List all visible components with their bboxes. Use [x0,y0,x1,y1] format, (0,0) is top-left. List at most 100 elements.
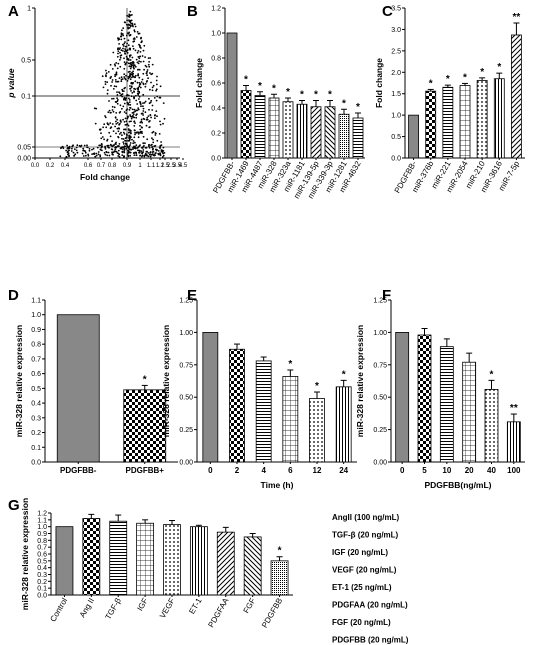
scatter-point [152,130,155,133]
scatter-point [103,123,106,126]
y-tick-label: 1.5 [391,91,401,98]
scatter-point [62,147,65,150]
scatter-point [133,37,136,39]
scatter-point [124,86,126,89]
scatter-point [127,155,130,158]
scatter-point [151,86,154,89]
scatter-point [124,77,126,80]
scatter-point [144,111,147,114]
scatter-point [100,137,103,140]
bar [109,520,128,596]
y-tick-label: 1.2 [211,6,221,13]
scatter-point [91,148,93,151]
scatter-point [136,51,139,54]
scatter-point [124,99,127,101]
y-tick-label: 1.0 [37,524,47,531]
scatter-point [91,153,93,156]
scatter-point [156,75,158,78]
y-tick-label: 0.1 [21,94,31,101]
y-tick-label: 0.4 [31,401,41,408]
x-tick-label: 0.8 [108,163,117,169]
scatter-point [163,152,166,154]
scatter-point [140,126,143,128]
scatter-point [122,98,125,100]
scatter-point [134,141,136,144]
y-tick-label: 1.00 [373,330,387,337]
scatter-point [128,65,131,68]
scatter-point [142,151,145,153]
scatter-point [127,149,130,152]
scatter-point [111,151,113,154]
scatter-point [132,47,135,50]
scatter-point [84,150,87,153]
scatter-point [106,81,109,83]
scatter-point [120,38,123,41]
scatter-point [106,92,109,95]
scatter-point [122,43,124,46]
scatter-point [134,65,137,68]
scatter-point [123,21,126,24]
scatter-point [129,14,132,17]
significance-marker: ** [510,403,518,414]
scatter-point [120,49,123,52]
scatter-point [112,51,115,54]
scatter-point [138,32,141,35]
scatter-point [68,147,71,150]
x-tick-label: FGF [242,596,258,614]
scatter-point [130,22,133,25]
bar-chart-f: 0.00 0.25 0.50 0.75 1.00 1.25 0 5 10 20 * 40 ** 100 PD… [355,298,525,490]
scatter-point [111,153,114,155]
scatter-point [116,55,119,58]
scatter-point [145,65,148,68]
scatter-point [133,152,136,155]
scatter-point [65,149,67,152]
scatter-point [130,85,133,88]
scatter-point [118,77,121,79]
scatter-point [146,154,149,157]
scatter-point [104,115,106,117]
scatter-point [120,80,123,83]
scatter-point [102,126,104,129]
bar [335,386,352,463]
scatter-point [135,109,138,112]
scatter-point [150,73,153,76]
scatter-point [126,57,129,60]
scatter-point [140,120,143,123]
scatter-point [148,126,151,128]
scatter-point [127,26,129,29]
y-tick-label: 1.0 [31,312,41,319]
y-tick-label: 0.5 [31,386,41,393]
bar [459,85,471,159]
scatter-point [150,116,153,119]
scatter-point [79,145,82,148]
scatter-point [127,71,130,73]
bar [395,331,410,463]
scatter-point [154,144,157,147]
scatter-point [108,154,111,157]
scatter-point [124,117,127,120]
scatter-point [146,69,149,71]
scatter-point [120,76,123,79]
bar-chart-d: 0.0 0.1 0.2 0.3 0.4 0.5 0.6 0.7 0.8 0.9 1.0 1.1 PDGF… [14,298,178,475]
scatter-point [119,51,121,54]
scatter-point [108,131,111,134]
scatter-point [71,147,73,150]
scatter-point [109,135,112,138]
scatter-point [121,95,124,98]
legend-entry: TGF-β (20 ng/mL) [332,531,399,540]
scatter-point [153,97,156,99]
scatter-point [116,94,119,96]
significance-marker: * [143,374,147,385]
scatter-point [159,85,162,88]
bar-panels: 0.00.20.40.60.81.01.2PDGFBB-*miR-1469*mi… [14,6,525,645]
significance-marker: * [429,78,433,89]
panel-letter-b: B [187,3,198,20]
scatter-point [147,77,150,80]
y-tick-label: 0.2 [211,131,221,138]
x-tick-label: PDGFBB- [60,466,97,475]
scatter-point [133,154,136,157]
scatter-point [106,151,108,154]
significance-marker: * [258,81,262,92]
scatter-point [123,111,126,113]
